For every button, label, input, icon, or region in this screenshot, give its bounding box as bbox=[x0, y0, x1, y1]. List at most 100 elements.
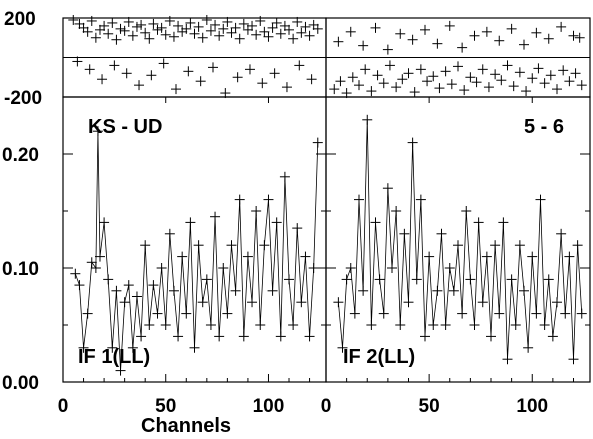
amp-point bbox=[292, 223, 303, 234]
amp-point bbox=[399, 228, 410, 239]
amp-point bbox=[247, 297, 258, 308]
phase-point bbox=[144, 33, 155, 44]
phase-point bbox=[333, 36, 344, 47]
phase-point bbox=[543, 33, 554, 44]
phase-point bbox=[173, 20, 184, 31]
phase-point bbox=[160, 29, 171, 40]
phase-point bbox=[158, 58, 169, 69]
amp-series-line-1 bbox=[74, 131, 319, 371]
amp-point bbox=[181, 308, 192, 319]
phase-point bbox=[195, 76, 206, 87]
amp-point bbox=[382, 183, 393, 194]
panel-frames bbox=[62, 17, 591, 383]
amp-point bbox=[148, 280, 159, 291]
phase-point bbox=[378, 78, 389, 89]
phase-point bbox=[308, 19, 319, 30]
phase-point bbox=[391, 82, 402, 93]
amp-point bbox=[564, 251, 575, 262]
amp-point bbox=[70, 268, 81, 279]
amp-point bbox=[136, 331, 147, 342]
panel1-if-label: IF 1(LL) bbox=[78, 346, 150, 368]
phase-point bbox=[183, 66, 194, 77]
phase-point bbox=[574, 32, 585, 43]
phase-point bbox=[453, 61, 463, 72]
amp-point bbox=[152, 308, 163, 319]
amp-point bbox=[304, 331, 315, 342]
phase-point bbox=[134, 80, 145, 91]
phase-point bbox=[483, 82, 494, 93]
phase-point bbox=[558, 65, 569, 76]
amp-point bbox=[415, 194, 426, 205]
phase-point bbox=[564, 76, 575, 87]
phase-point bbox=[284, 24, 295, 35]
amp-point bbox=[242, 251, 253, 262]
amp-point bbox=[486, 331, 496, 342]
phase-point bbox=[300, 21, 311, 32]
x-tick-label: 100 bbox=[516, 396, 548, 417]
phase-point bbox=[94, 24, 105, 35]
phase-point bbox=[197, 32, 208, 43]
amp-point bbox=[556, 228, 567, 239]
phase-point bbox=[201, 14, 212, 25]
amp-point bbox=[144, 320, 155, 330]
axis-ticks: 0.00 0.10 0.20 0 50 100 0 50 100 bbox=[2, 97, 590, 417]
phase-point bbox=[82, 26, 93, 37]
amp-point bbox=[539, 320, 550, 330]
amp-point bbox=[498, 217, 509, 228]
phase-point bbox=[422, 76, 433, 87]
amp-point bbox=[378, 308, 389, 319]
phase-point bbox=[107, 17, 118, 28]
amp-point bbox=[226, 240, 237, 251]
amp-point bbox=[370, 217, 381, 228]
panel2-if-label: IF 2(LL) bbox=[343, 346, 415, 368]
phase-point bbox=[420, 24, 430, 35]
phase-point bbox=[395, 28, 406, 39]
amp-point bbox=[440, 320, 451, 330]
amp-point bbox=[205, 320, 216, 330]
phase-point bbox=[477, 64, 488, 75]
phase-point bbox=[123, 16, 134, 27]
phase-point bbox=[181, 23, 192, 34]
amp-point bbox=[523, 342, 534, 353]
amp-point bbox=[349, 308, 360, 319]
phase-point bbox=[469, 30, 480, 41]
amp-point bbox=[494, 308, 505, 319]
amp-point bbox=[568, 354, 579, 365]
phase-point bbox=[72, 56, 83, 67]
amp-point bbox=[156, 263, 167, 273]
phase-point bbox=[97, 74, 108, 85]
phase-point bbox=[220, 88, 231, 99]
amp-point bbox=[403, 297, 414, 308]
phase-point bbox=[457, 42, 468, 53]
phase-point bbox=[207, 62, 218, 73]
phase-point bbox=[481, 26, 492, 37]
amp-point bbox=[259, 240, 270, 251]
amp-point bbox=[164, 228, 175, 239]
amp-point bbox=[448, 285, 459, 296]
phase-point bbox=[335, 76, 346, 87]
x-tick-label: 0 bbox=[321, 396, 332, 417]
amp-point bbox=[362, 114, 373, 125]
amp-point bbox=[160, 320, 171, 330]
amp-point bbox=[103, 274, 114, 285]
amp-point bbox=[300, 251, 311, 262]
amp-point bbox=[345, 263, 356, 273]
phase-point bbox=[288, 33, 299, 44]
amp-point bbox=[420, 331, 430, 342]
phase-point bbox=[226, 27, 237, 38]
amp-point bbox=[387, 263, 397, 273]
amp-point bbox=[337, 342, 348, 353]
amp-point bbox=[92, 126, 103, 137]
phase-point bbox=[490, 69, 501, 80]
phase-point bbox=[432, 38, 443, 49]
phase-point bbox=[189, 28, 200, 39]
amp-point bbox=[197, 297, 208, 308]
amp-point bbox=[514, 240, 525, 251]
phase-point bbox=[271, 17, 282, 28]
phase-point bbox=[403, 68, 414, 79]
phase-point bbox=[428, 71, 439, 82]
amp-point bbox=[255, 320, 266, 330]
phase-point bbox=[267, 22, 278, 33]
phase-point bbox=[193, 21, 204, 32]
amp-point bbox=[576, 308, 587, 319]
